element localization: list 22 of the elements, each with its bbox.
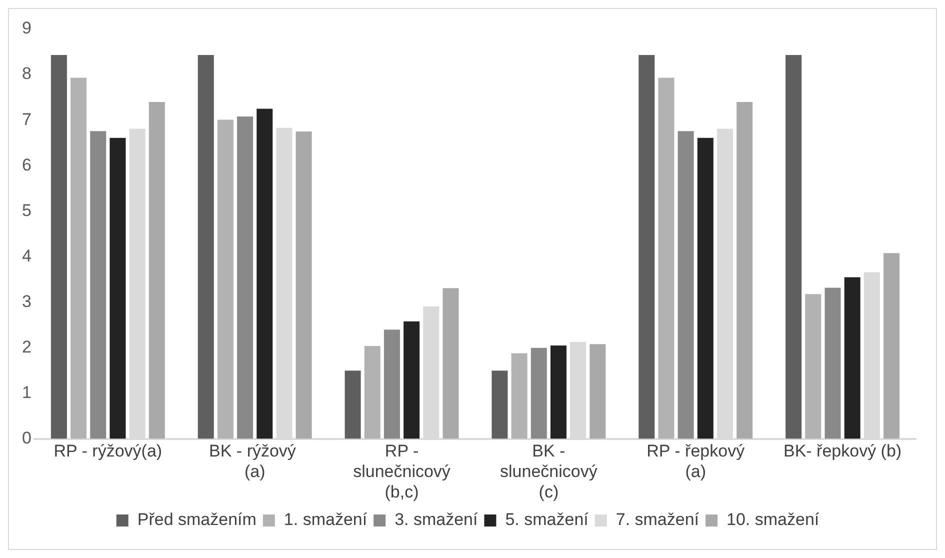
legend-label: 3. smažení (394, 510, 478, 530)
y-tick-label: 6 (22, 155, 32, 174)
y-tick-label: 8 (22, 64, 32, 84)
y-tick-label: 2 (22, 337, 32, 356)
legend-label: 5. smažení (505, 510, 589, 530)
x-tick-label: RP - rýžový(a) (54, 442, 162, 461)
y-tick-label: 5 (22, 200, 32, 220)
x-tick-label: BK- řepkový (b) (783, 442, 902, 461)
x-tick-label: RP - slunečnicový (b,c) (353, 442, 451, 502)
legend-label: 10. smažení (726, 510, 820, 530)
x-tick-label: RP - řepkový (a) (646, 442, 746, 482)
legend-label: 7. smažení (616, 510, 700, 530)
x-tick-label: BK - slunečnicový (c) (500, 442, 598, 502)
legend-label: 1. smažení (284, 510, 368, 530)
y-tick-label: 3 (22, 292, 32, 311)
y-tick-label: 0 (22, 428, 32, 448)
y-tick-label: 9 (22, 18, 32, 38)
y-tick-label: 1 (22, 382, 32, 402)
y-tick-label: 7 (22, 110, 32, 129)
legend-label: Před smažením (137, 510, 256, 530)
x-tick-label: BK - rýžový (a) (209, 442, 301, 482)
y-tick-label: 4 (22, 246, 32, 266)
